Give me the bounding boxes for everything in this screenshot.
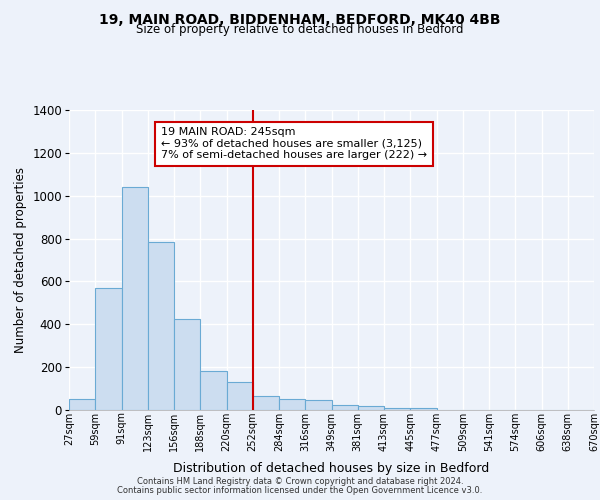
Bar bbox=[410, 408, 437, 410]
Bar bbox=[69, 400, 95, 410]
X-axis label: Distribution of detached houses by size in Bedford: Distribution of detached houses by size … bbox=[173, 462, 490, 475]
Bar bbox=[95, 288, 121, 410]
Bar bbox=[358, 406, 384, 410]
Text: Contains public sector information licensed under the Open Government Licence v3: Contains public sector information licen… bbox=[118, 486, 482, 495]
Bar bbox=[174, 319, 200, 410]
Bar bbox=[305, 400, 331, 410]
Y-axis label: Number of detached properties: Number of detached properties bbox=[14, 167, 27, 353]
Bar bbox=[331, 404, 358, 410]
Text: 19 MAIN ROAD: 245sqm
← 93% of detached houses are smaller (3,125)
7% of semi-det: 19 MAIN ROAD: 245sqm ← 93% of detached h… bbox=[161, 127, 427, 160]
Bar bbox=[279, 400, 305, 410]
Bar bbox=[227, 382, 253, 410]
Text: 19, MAIN ROAD, BIDDENHAM, BEDFORD, MK40 4BB: 19, MAIN ROAD, BIDDENHAM, BEDFORD, MK40 … bbox=[99, 12, 501, 26]
Text: Size of property relative to detached houses in Bedford: Size of property relative to detached ho… bbox=[136, 22, 464, 36]
Bar bbox=[148, 242, 174, 410]
Text: Contains HM Land Registry data © Crown copyright and database right 2024.: Contains HM Land Registry data © Crown c… bbox=[137, 477, 463, 486]
Bar bbox=[121, 187, 148, 410]
Bar bbox=[384, 408, 410, 410]
Bar bbox=[253, 396, 279, 410]
Bar bbox=[200, 372, 227, 410]
